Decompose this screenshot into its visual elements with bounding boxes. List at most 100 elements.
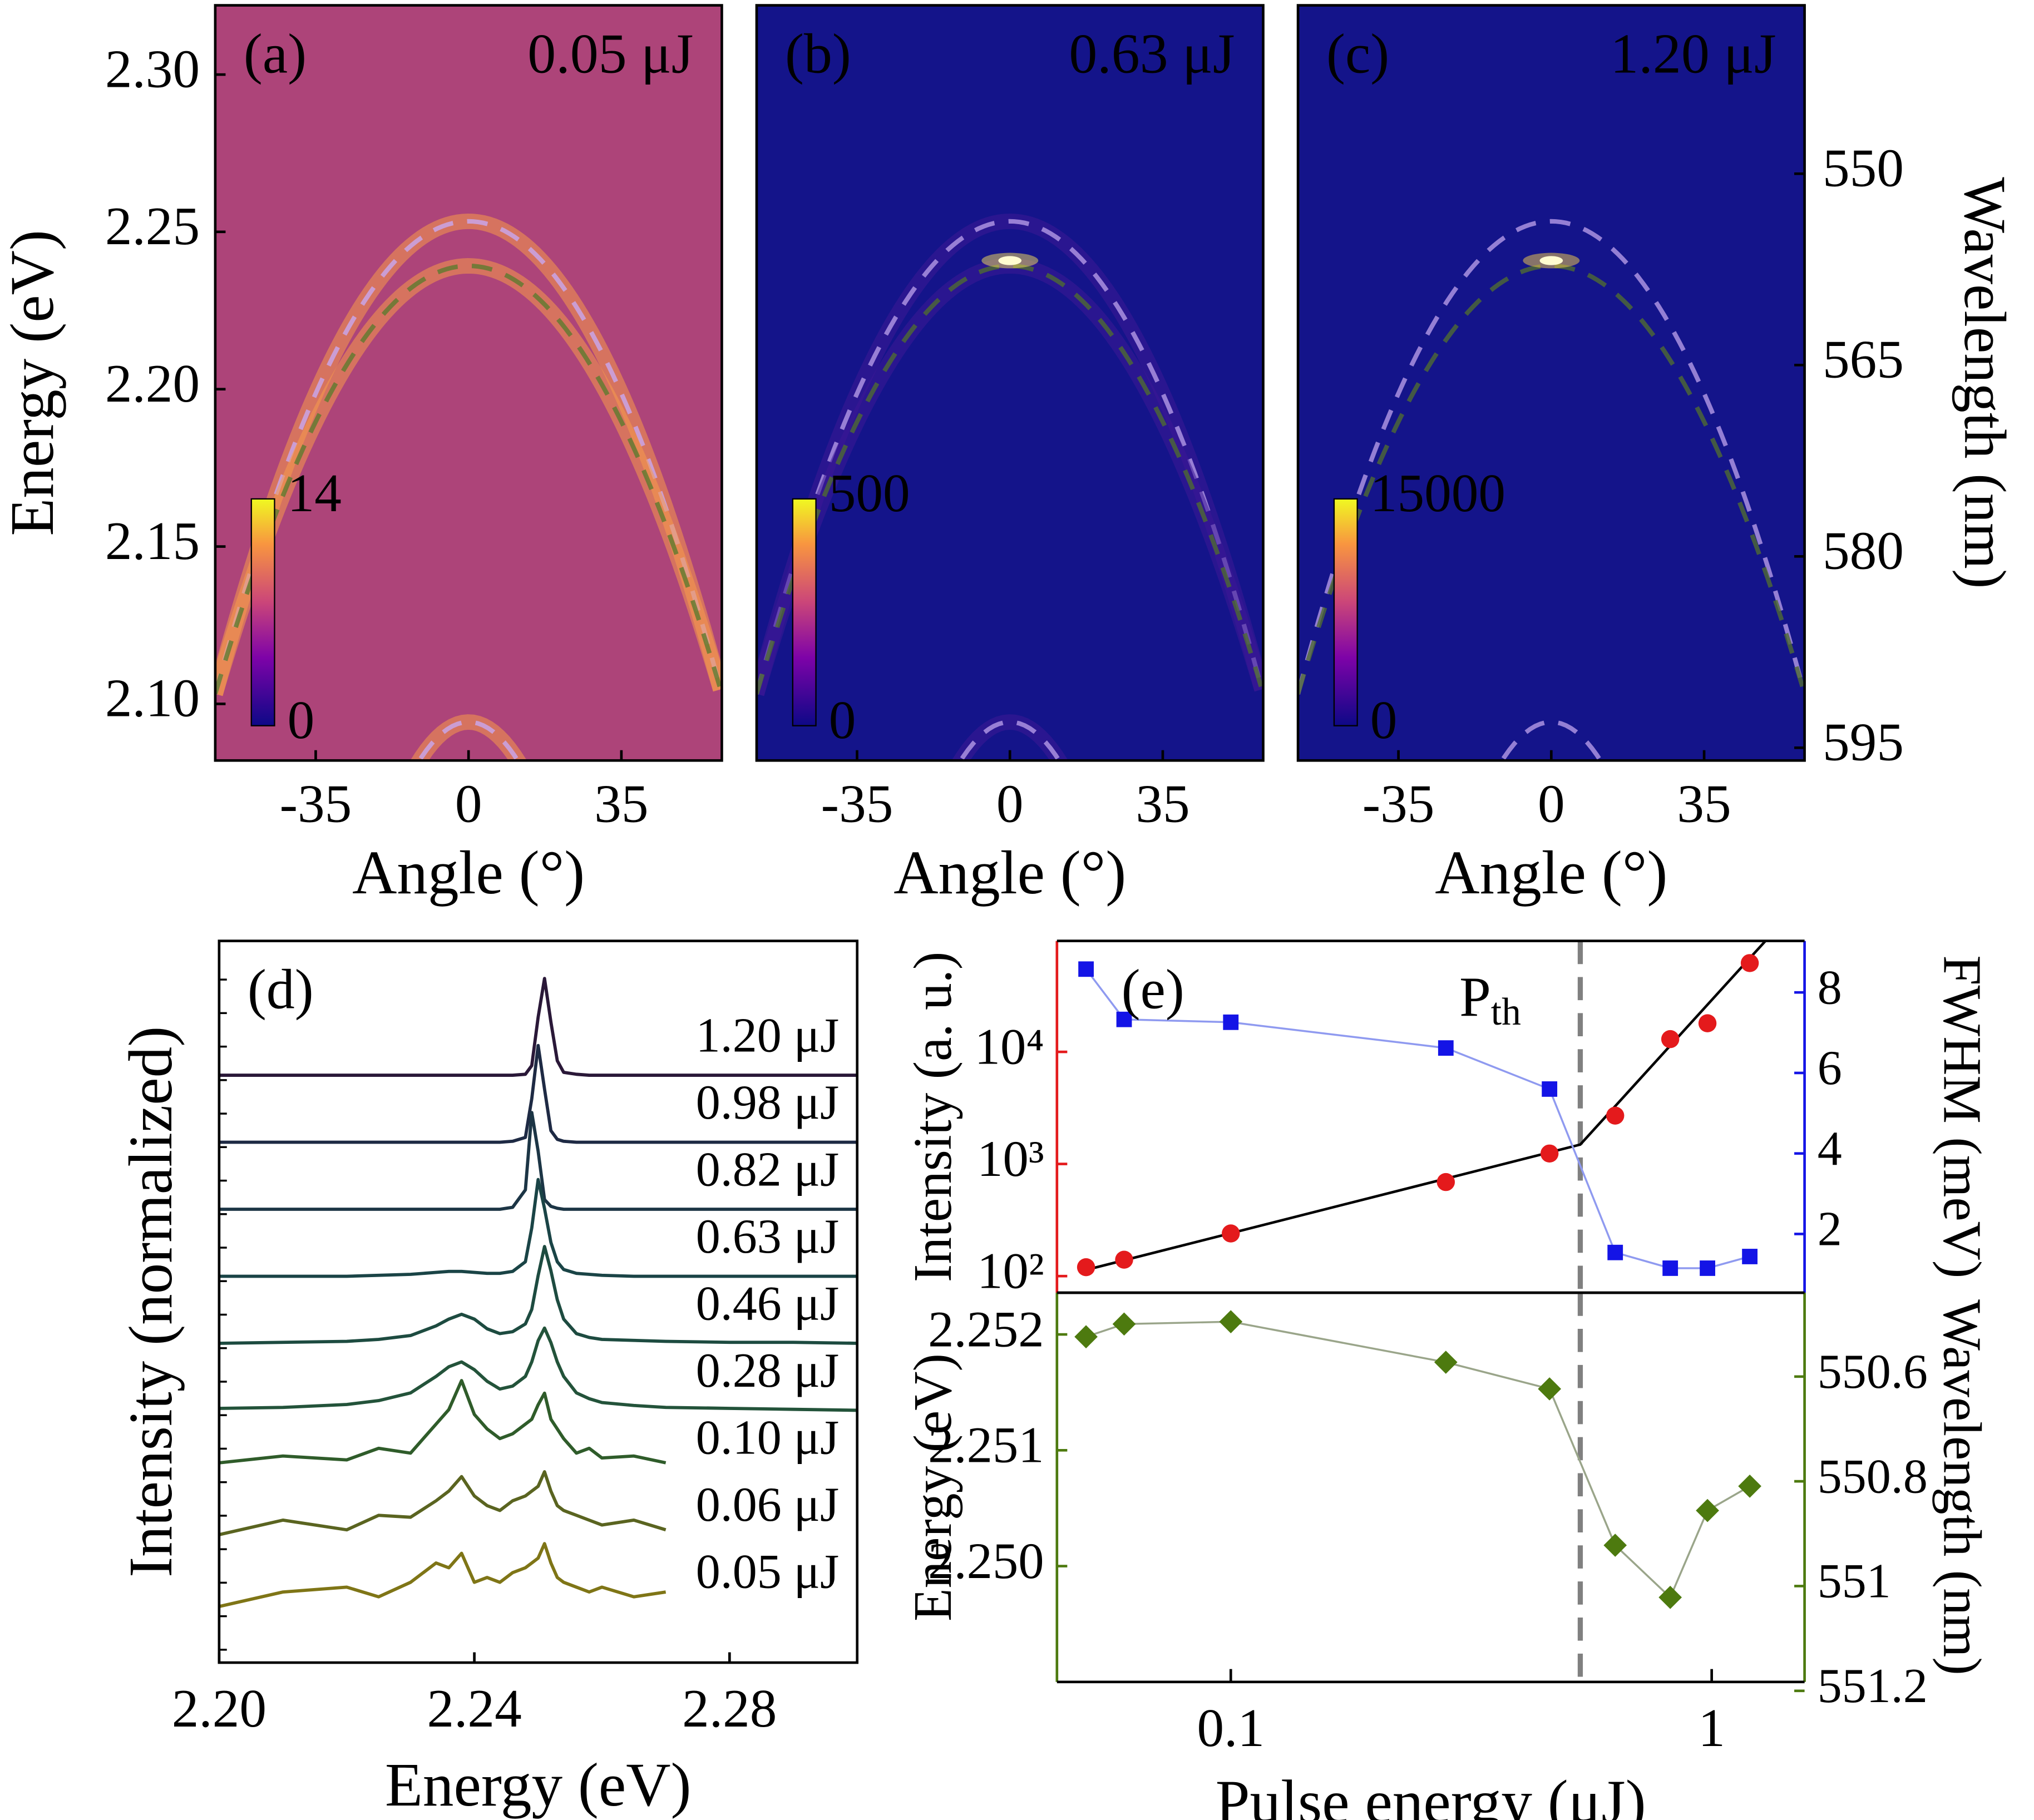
y2-tick-label: 565 xyxy=(1823,330,1904,390)
data-point xyxy=(1112,1312,1136,1336)
dispersion-curve xyxy=(215,263,722,695)
heatmap-image xyxy=(1298,5,1805,761)
y2-tick-label: 550.8 xyxy=(1818,1450,1928,1504)
y2-axis-label: FWHM (meV) xyxy=(1932,955,1992,1278)
colorbar-label: 0 xyxy=(288,690,315,750)
x-tick-label: 0 xyxy=(455,774,482,834)
y2-tick-label: 2 xyxy=(1818,1203,1842,1257)
series-label: 0.46 μJ xyxy=(696,1277,840,1331)
x-axis-label: Angle (°) xyxy=(1435,839,1667,907)
panel-label: (a) xyxy=(244,22,307,85)
data-point xyxy=(1698,1014,1717,1032)
dispersion-curve xyxy=(756,263,1263,695)
y2-tick-label: 6 xyxy=(1818,1041,1842,1095)
y-tick-label: 2.10 xyxy=(105,669,200,729)
series-label: 0.82 μJ xyxy=(696,1143,840,1197)
pulse-energy-label: 1.20 μJ xyxy=(1610,22,1776,85)
plot-area xyxy=(215,5,722,761)
dispersion-curve xyxy=(215,219,722,695)
series-label: 0.28 μJ xyxy=(696,1344,840,1398)
fit-line xyxy=(1079,941,1768,1273)
y-tick-label: 2.20 xyxy=(105,354,200,414)
threshold-label: Pth xyxy=(1459,966,1521,1033)
data-point xyxy=(1116,1011,1132,1027)
x-tick-label: -35 xyxy=(821,774,893,834)
data-point xyxy=(1658,1585,1682,1609)
plot-area xyxy=(1077,941,1768,1293)
x-tick-label: 35 xyxy=(1677,774,1731,834)
condensate-spot xyxy=(1539,256,1563,265)
y2-tick-label: 550 xyxy=(1823,139,1904,199)
data-point xyxy=(1538,1377,1562,1401)
colorbar xyxy=(792,498,817,726)
data-point xyxy=(1434,1351,1458,1374)
plot-area xyxy=(756,5,1263,761)
y2-tick-label: 4 xyxy=(1818,1122,1842,1176)
pulse-energy-label: 0.63 μJ xyxy=(1069,22,1235,85)
axes-frame xyxy=(218,939,859,1664)
spectrum-line xyxy=(219,977,857,1077)
data-point xyxy=(1700,1260,1715,1276)
data-point xyxy=(1662,1260,1678,1276)
x-tick-label: -35 xyxy=(280,774,352,834)
colorbar xyxy=(250,498,275,726)
y-tick-label: 10⁴ xyxy=(975,1018,1044,1075)
series-label: 0.10 μJ xyxy=(696,1411,840,1465)
dispersion-curve xyxy=(1298,263,1805,695)
data-point xyxy=(1607,1244,1623,1260)
spectrum-line xyxy=(219,1043,857,1144)
series-label: 0.98 μJ xyxy=(696,1076,840,1130)
spectrum-line xyxy=(219,1326,857,1412)
colorbar-label: 500 xyxy=(829,463,910,523)
y-axis-label: Intensity (a. u.) xyxy=(903,952,963,1282)
data-point xyxy=(1738,1475,1761,1498)
data-point xyxy=(1074,1325,1098,1349)
y-axis-label: Intensity (normalized) xyxy=(117,1026,185,1577)
x-axis-label: Pulse energy (μJ) xyxy=(1216,1768,1646,1820)
dispersion-curve xyxy=(1298,219,1805,695)
data-point xyxy=(1223,1014,1239,1030)
y2-tick-label: 551 xyxy=(1818,1555,1891,1609)
x-tick-label: 2.20 xyxy=(172,1679,266,1739)
series-label: 0.06 μJ xyxy=(696,1478,840,1532)
plot-area xyxy=(1074,1293,1761,1682)
y-axis-label: Energy (eV) xyxy=(903,1353,963,1621)
x-tick-label: 2.28 xyxy=(682,1679,777,1739)
spectrum-line xyxy=(219,1178,857,1278)
spectrum-line xyxy=(219,1542,667,1608)
data-point xyxy=(1540,1144,1559,1163)
data-point xyxy=(1077,1258,1095,1277)
y2-axis-label: Wavelength (nm) xyxy=(1952,177,2017,588)
colorbar xyxy=(1333,498,1358,726)
y-tick-label: 10² xyxy=(977,1242,1044,1299)
data-point xyxy=(1438,1040,1454,1056)
panel-label: (b) xyxy=(785,22,851,85)
y-tick-label: 2.15 xyxy=(105,511,200,571)
data-point xyxy=(1740,954,1759,972)
connector-line xyxy=(1085,1321,1750,1599)
y2-tick-label: 551.2 xyxy=(1818,1659,1928,1713)
data-point xyxy=(1222,1224,1240,1243)
data-point xyxy=(1606,1106,1625,1125)
y-axis-label: Energy (eV) xyxy=(0,230,67,536)
colorbar-label: 14 xyxy=(288,463,342,523)
x-tick-label: 0 xyxy=(996,774,1024,834)
colorbar-label: 0 xyxy=(829,690,856,750)
y2-tick-label: 595 xyxy=(1823,713,1904,773)
series-label: 0.05 μJ xyxy=(696,1545,840,1599)
data-point xyxy=(1436,1173,1455,1191)
x-axis-label: Angle (°) xyxy=(893,839,1126,907)
data-point xyxy=(1542,1081,1558,1097)
y-tick-label: 10³ xyxy=(977,1130,1044,1188)
data-point xyxy=(1742,1249,1758,1264)
emission-band xyxy=(410,714,527,761)
data-point xyxy=(1115,1250,1133,1269)
dispersion-curve xyxy=(756,219,1263,695)
condensate-spot xyxy=(998,256,1022,265)
spectrum-line xyxy=(219,1111,857,1211)
spectrum-line xyxy=(219,1245,857,1345)
x-tick-label: 0 xyxy=(1538,774,1565,834)
x-tick-label: 1 xyxy=(1698,1698,1725,1758)
